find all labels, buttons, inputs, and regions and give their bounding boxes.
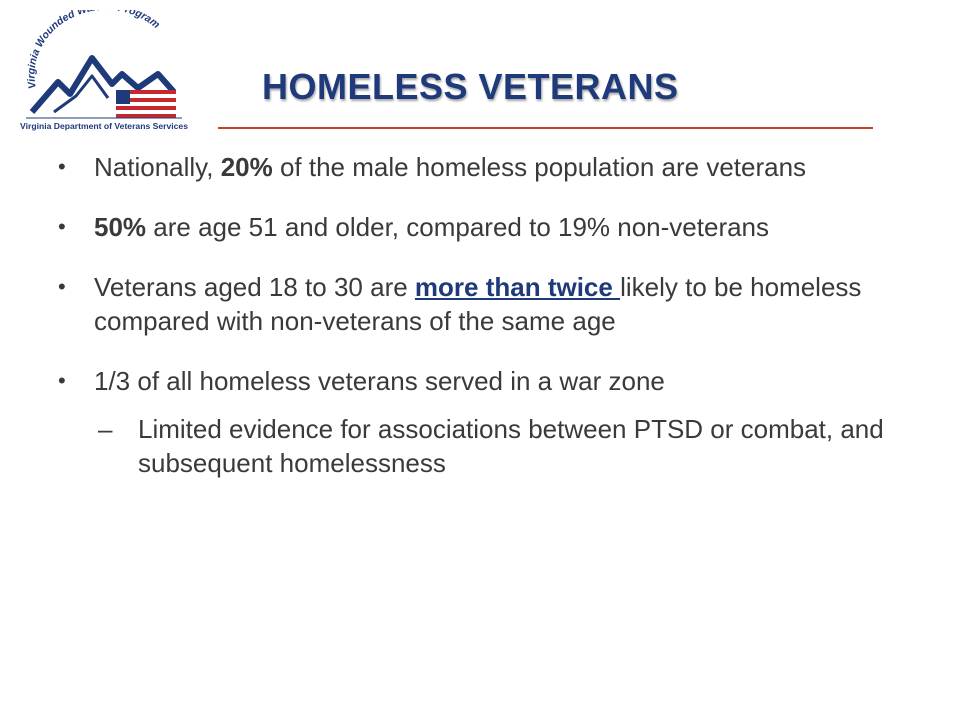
bullet-icon: • (58, 214, 66, 239)
bullet-icon: • (58, 274, 66, 299)
page-title: HOMELESS VETERANS (262, 66, 679, 107)
title-divider (218, 127, 873, 129)
bullet-item-3: • Veterans aged 18 to 30 are more than t… (58, 272, 862, 336)
logo-graphic: Virginia Wounded Warrior Program Virgini… (20, 10, 188, 131)
bullet-item-1: • Nationally, 20% of the male homeless p… (58, 152, 807, 182)
bullet-icon: • (58, 368, 66, 393)
emphasis-underline: more than twice (414, 272, 621, 302)
flag-icon (116, 90, 176, 118)
sub-bullet-item: – Limited evidence for associations betw… (98, 414, 884, 478)
logo-bottom-text: Virginia Department of Veterans Services (20, 121, 188, 131)
bullet-icon: • (58, 154, 66, 179)
bullet-item-4: • 1/3 of all homeless veterans served in… (58, 366, 665, 396)
vwwp-logo: Virginia Wounded Warrior Program Virgini… (18, 10, 188, 135)
mountain-outline (29, 55, 177, 114)
bullet-list: • Nationally, 20% of the male homeless p… (58, 150, 908, 480)
dash-icon: – (98, 414, 113, 444)
bullet-item-2: • 50% are age 51 and older, compared to … (58, 212, 770, 242)
